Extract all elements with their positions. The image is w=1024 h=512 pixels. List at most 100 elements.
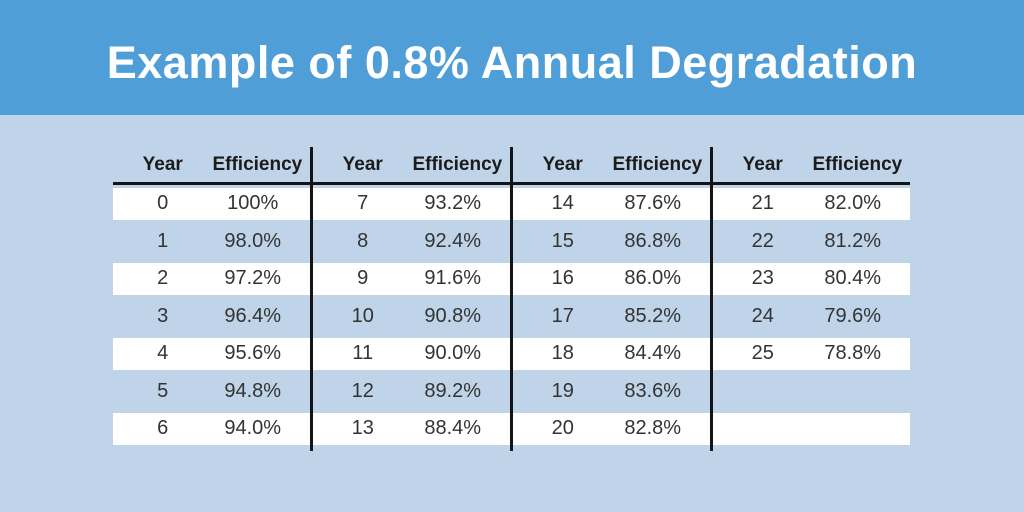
table-row: 20 82.8% bbox=[513, 410, 710, 448]
efficiency-cell: 79.6% bbox=[824, 304, 882, 327]
efficiency-cell: 86.8% bbox=[624, 229, 682, 252]
year-cell: 25 bbox=[751, 342, 774, 365]
year-header: Year bbox=[742, 153, 783, 175]
header-row: Year Efficiency bbox=[313, 147, 510, 185]
header-band: Example of 0.8% Annual Degradation bbox=[0, 0, 1024, 115]
efficiency-cell: 90.0% bbox=[424, 342, 482, 365]
year-header: Year bbox=[142, 153, 183, 175]
table-row: 14 87.6% bbox=[513, 185, 710, 223]
year-cell: 10 bbox=[351, 304, 374, 327]
year-cell: 22 bbox=[751, 229, 774, 252]
header-row: Year Efficiency bbox=[513, 147, 710, 185]
table-row: 6 94.0% bbox=[113, 410, 310, 448]
table-row: 4 95.6% bbox=[113, 335, 310, 373]
efficiency-cell: 87.6% bbox=[624, 192, 682, 215]
table-row: 8 92.4% bbox=[313, 223, 510, 261]
year-cell: 19 bbox=[551, 379, 574, 402]
table-row bbox=[713, 410, 910, 448]
table-row: 12 89.2% bbox=[313, 373, 510, 411]
table-row: 18 84.4% bbox=[513, 335, 710, 373]
efficiency-cell: 94.8% bbox=[224, 379, 282, 402]
table-group: Year Efficiency 14 87.6% 15 86.8% 16 86.0% 17 85.… bbox=[510, 147, 710, 451]
year-cell: 8 bbox=[357, 229, 369, 252]
header-row: Year Efficiency bbox=[113, 147, 310, 185]
table-row: 16 86.0% bbox=[513, 260, 710, 298]
table-row: 2 97.2% bbox=[113, 260, 310, 298]
efficiency-cell: 91.6% bbox=[424, 267, 482, 290]
table-row: 25 78.8% bbox=[713, 335, 910, 373]
table-row: 22 81.2% bbox=[713, 223, 910, 261]
year-header: Year bbox=[542, 153, 583, 175]
table-row: 24 79.6% bbox=[713, 298, 910, 336]
efficiency-cell: 96.4% bbox=[224, 304, 282, 327]
table-row: 9 91.6% bbox=[313, 260, 510, 298]
efficiency-cell: 94.0% bbox=[224, 417, 282, 440]
year-cell: 17 bbox=[551, 304, 574, 327]
table-group: Year Efficiency 7 93.2% 8 92.4% 9 91.6% 10 90.8% 1… bbox=[310, 147, 510, 451]
efficiency-cell: 95.6% bbox=[224, 342, 282, 365]
efficiency-cell: 88.4% bbox=[424, 417, 482, 440]
efficiency-header: Efficiency bbox=[412, 153, 503, 175]
table-row bbox=[713, 373, 910, 411]
header-row: Year Efficiency bbox=[713, 147, 910, 185]
efficiency-cell: 92.4% bbox=[424, 229, 482, 252]
efficiency-cell: 97.2% bbox=[224, 267, 282, 290]
year-cell: 21 bbox=[751, 192, 774, 215]
efficiency-cell: 83.6% bbox=[624, 379, 682, 402]
year-cell: 11 bbox=[352, 342, 374, 365]
efficiency-cell: 78.8% bbox=[824, 342, 882, 365]
table-row: 5 94.8% bbox=[113, 373, 310, 411]
efficiency-cell: 86.0% bbox=[624, 267, 682, 290]
efficiency-cell: 93.2% bbox=[424, 192, 482, 215]
table-row: 11 90.0% bbox=[313, 335, 510, 373]
year-cell: 2 bbox=[157, 267, 169, 290]
year-cell: 15 bbox=[551, 229, 574, 252]
table-row: 10 90.8% bbox=[313, 298, 510, 336]
year-cell: 6 bbox=[157, 417, 169, 440]
degradation-table: Year Efficiency 0 100% 1 98.0% 2 97.2% 3 96.4% 4 95… bbox=[113, 147, 910, 451]
year-cell: 14 bbox=[551, 192, 574, 215]
year-cell: 3 bbox=[157, 304, 169, 327]
table-row: 17 85.2% bbox=[513, 298, 710, 336]
year-cell: 4 bbox=[157, 342, 169, 365]
efficiency-header: Efficiency bbox=[612, 153, 703, 175]
efficiency-cell: 80.4% bbox=[824, 267, 882, 290]
efficiency-header: Efficiency bbox=[812, 153, 903, 175]
table-row: 3 96.4% bbox=[113, 298, 310, 336]
table-row: 19 83.6% bbox=[513, 373, 710, 411]
efficiency-cell: 82.0% bbox=[824, 192, 882, 215]
year-cell: 18 bbox=[551, 342, 574, 365]
efficiency-cell: 98.0% bbox=[224, 229, 282, 252]
efficiency-cell: 100% bbox=[227, 192, 279, 215]
year-cell: 9 bbox=[357, 267, 369, 290]
year-cell: 16 bbox=[551, 267, 574, 290]
year-cell: 13 bbox=[351, 417, 374, 440]
year-cell: 24 bbox=[751, 304, 774, 327]
table-row: 23 80.4% bbox=[713, 260, 910, 298]
year-cell: 20 bbox=[551, 417, 574, 440]
efficiency-cell: 85.2% bbox=[624, 304, 682, 327]
year-cell: 1 bbox=[157, 229, 169, 252]
table-group: Year Efficiency 21 82.0% 22 81.2% 23 80.4% 24 79.… bbox=[710, 147, 910, 451]
table-group: Year Efficiency 0 100% 1 98.0% 2 97.2% 3 96.4% 4 95… bbox=[113, 147, 310, 451]
year-header: Year bbox=[342, 153, 383, 175]
table-row: 7 93.2% bbox=[313, 185, 510, 223]
table-row: 0 100% bbox=[113, 185, 310, 223]
table-row: 13 88.4% bbox=[313, 410, 510, 448]
year-cell: 5 bbox=[157, 379, 169, 402]
efficiency-header: Efficiency bbox=[212, 153, 303, 175]
efficiency-cell: 89.2% bbox=[424, 379, 482, 402]
efficiency-cell: 82.8% bbox=[624, 417, 682, 440]
year-cell: 7 bbox=[357, 192, 369, 215]
table-row: 15 86.8% bbox=[513, 223, 710, 261]
page-title: Example of 0.8% Annual Degradation bbox=[106, 36, 918, 88]
efficiency-cell: 84.4% bbox=[624, 342, 682, 365]
year-cell: 23 bbox=[751, 267, 774, 290]
table-row: 1 98.0% bbox=[113, 223, 310, 261]
year-cell: 12 bbox=[351, 379, 374, 402]
efficiency-cell: 90.8% bbox=[424, 304, 482, 327]
efficiency-cell: 81.2% bbox=[824, 229, 882, 252]
table-row: 21 82.0% bbox=[713, 185, 910, 223]
year-cell: 0 bbox=[157, 192, 169, 215]
